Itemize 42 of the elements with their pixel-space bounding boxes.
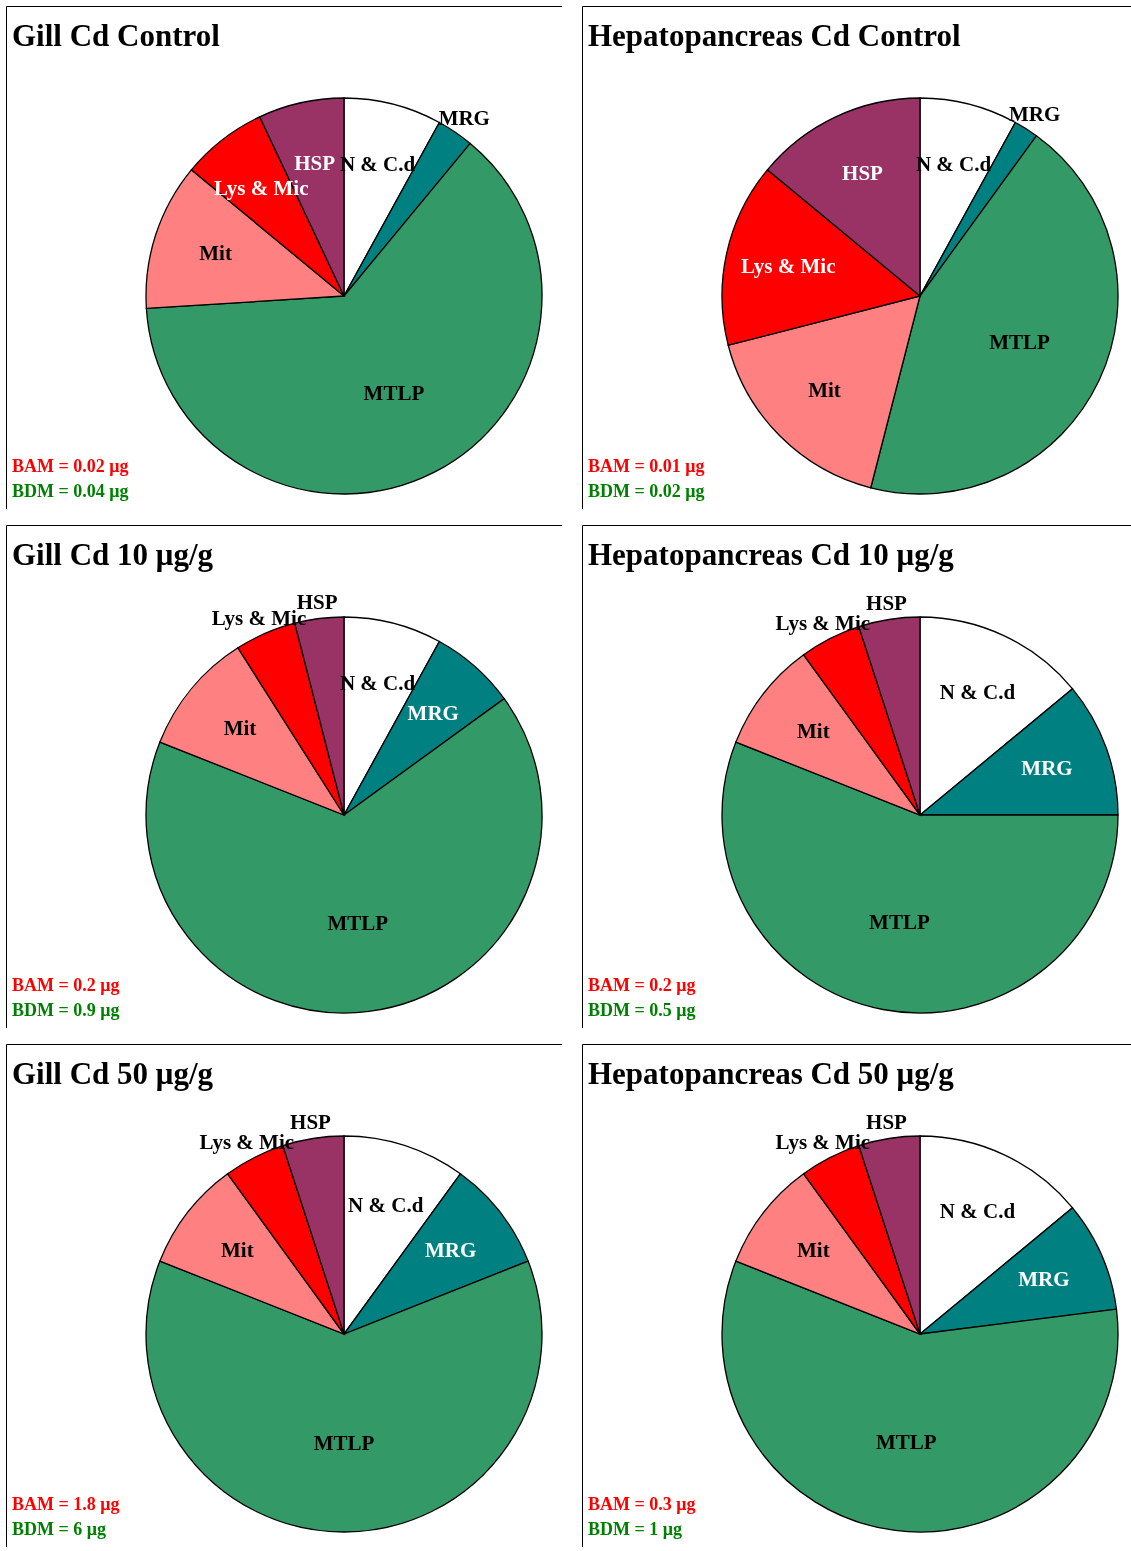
text: BDM = 0.04 μg: [12, 481, 129, 501]
slice-label: HSP: [842, 160, 884, 185]
slice-label: MRG: [407, 700, 459, 725]
text: BDM = 0.9 μg: [12, 1000, 120, 1020]
slice-label: N & C.d: [348, 1192, 424, 1217]
slice-label: Lys & Mic: [741, 253, 836, 278]
chart-title: Hepatopancreas Cd 10 μg/g: [588, 537, 955, 572]
slice-label: Mit: [199, 241, 232, 266]
slice-label: MTLP: [327, 911, 389, 936]
slice-label: MRG: [425, 1238, 477, 1263]
slice-label: Mit: [797, 719, 830, 744]
text: BAM = 0.2 μg: [588, 975, 696, 995]
slice-label: MRG: [1009, 102, 1061, 127]
text: BDM = 0.5 μg: [588, 1000, 696, 1020]
slice-label: MTLP: [989, 329, 1051, 354]
text: BAM = 0.2 μg: [12, 975, 120, 995]
text: BDM = 0.02 μg: [588, 481, 705, 501]
slice-label: Mit: [797, 1238, 830, 1263]
text: BAM = 0.02 μg: [12, 456, 129, 476]
slice-label: HSP: [294, 151, 336, 176]
slice-label: N & C.d: [939, 1198, 1016, 1223]
slice-label: Mit: [808, 378, 841, 403]
slice-label: MTLP: [875, 1430, 937, 1455]
slice-label: MTLP: [313, 1431, 375, 1455]
slice-label: N & C.d: [939, 679, 1016, 704]
text: BAM = 0.01 μg: [588, 456, 705, 476]
text: BAM = 1.8 μg: [12, 1494, 120, 1514]
slice-label: MRG: [1018, 1267, 1070, 1292]
slice-label: Mit: [223, 715, 257, 740]
chart-title: Hepatopancreas Cd Control: [588, 18, 961, 53]
chart-title: Hepatopancreas Cd 50 μg/g: [588, 1056, 955, 1091]
slice-label: MRG: [438, 106, 490, 130]
slice-label: MRG: [1021, 756, 1073, 781]
chart-title: Gill Cd Control: [12, 18, 221, 53]
chart-title: Gill Cd 10 μg/g: [12, 537, 214, 572]
text: BDM = 1 μg: [588, 1519, 682, 1539]
text: BDM = 6 μg: [12, 1519, 106, 1539]
slice-label: Mit: [221, 1238, 254, 1263]
slice-label: MTLP: [869, 910, 930, 935]
chart-title: Gill Cd 50 μg/g: [12, 1056, 214, 1091]
slice-label: MTLP: [363, 381, 425, 406]
text: BAM = 0.3 μg: [588, 1494, 696, 1514]
